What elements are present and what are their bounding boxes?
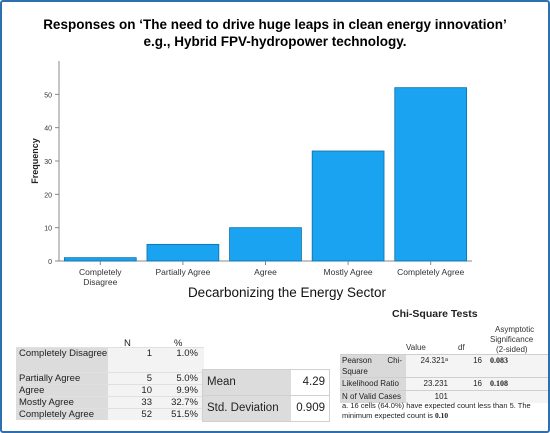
freq-row: Agree 10 9.9%: [16, 384, 204, 396]
chi-row-value: 24.321ᵃ: [420, 356, 448, 365]
y-tick-label: 20: [44, 192, 52, 199]
y-axis-label: Frequency: [30, 138, 40, 184]
bar: [63, 257, 137, 262]
mean-value: 4.29: [302, 376, 325, 388]
freq-row-label: Agree: [16, 385, 108, 396]
y-tick-label: 40: [44, 126, 52, 133]
chi-square-title: Chi-Square Tests: [392, 308, 478, 320]
chi-row-label: Likelihood Ratio: [340, 378, 406, 390]
freq-row: Partially Agree 5 5.0%: [16, 372, 204, 384]
title-line-1: Responses on ‘The need to drive huge lea…: [43, 17, 507, 32]
freq-row-percent: 5.0%: [176, 373, 198, 384]
footnote-line-2: minimum expected count is 0.10: [342, 411, 542, 421]
chi-row-df: 16: [473, 356, 482, 365]
footnote-text: minimum expected count is: [342, 411, 433, 420]
freq-header-n: N: [124, 338, 131, 349]
footnote-value: 0.10: [434, 411, 449, 420]
bar: [229, 227, 302, 262]
freq-row-label: Completely Agree: [16, 409, 108, 420]
freq-row-percent: 51.5%: [171, 409, 198, 420]
chi-col-sig-1: Asymptotic: [495, 325, 535, 334]
chi-row-label-part: Square: [342, 367, 368, 376]
chi-row-label-part: Chi-: [387, 356, 402, 365]
freq-row: Completely Agree 52 51.5%: [16, 408, 204, 420]
chi-col-value: Value: [406, 343, 426, 352]
freq-row-n: 10: [141, 385, 152, 396]
freq-row-percent: 9.9%: [176, 385, 198, 396]
freq-row-percent: 1.0%: [176, 348, 198, 359]
chi-row-likelihood: Likelihood Ratio 23.231 16 0.108: [340, 377, 548, 390]
freq-header-percent: %: [174, 338, 183, 349]
freq-row-percent: 32.7%: [171, 397, 198, 408]
chi-row-label: Pearson Chi- Square: [340, 355, 406, 377]
bar: [146, 243, 220, 262]
freq-row-label: Partially Agree: [16, 373, 108, 384]
y-tick-label: 10: [44, 226, 52, 233]
chi-row-value: 101: [434, 392, 448, 401]
y-tick-label: 50: [44, 92, 52, 99]
chi-col-sig-3: (2-sided): [496, 345, 528, 354]
chi-row-sig: 0.083: [490, 356, 508, 365]
chi-square-footnote: a. 16 cells (64.0%) have expected count …: [342, 401, 542, 421]
mean-cell: Mean 4.29: [202, 369, 330, 396]
x-tick-label: Disagree: [83, 277, 117, 287]
x-tick-label: Agree: [254, 267, 277, 277]
footnote-line-1: a. 16 cells (64.0%) have expected count …: [342, 401, 531, 410]
figure-title: Responses on ‘The need to drive huge lea…: [2, 16, 548, 50]
y-tick-label: 30: [44, 159, 52, 166]
chi-row-n-valid: N of Valid Cases 101: [340, 390, 548, 403]
chi-row-label-part: Pearson: [342, 356, 372, 365]
y-tick-label: 0: [48, 259, 52, 266]
bar: [311, 150, 385, 262]
freq-row: Completely Disagree 1 1.0%: [16, 347, 204, 372]
mean-label: Mean: [203, 370, 291, 395]
x-tick-label: Completely Agree: [397, 267, 464, 277]
x-axis-label: Decarbonizing the Energy Sector: [187, 285, 387, 300]
chi-row-sig: 0.108: [490, 379, 508, 388]
freq-row-label: Mostly Agree: [16, 397, 108, 408]
x-tick-label: Partially Agree: [155, 267, 210, 277]
freq-row-n: 5: [146, 373, 152, 384]
title-line-2: e.g., Hybrid FPV-hydropower technology.: [143, 34, 407, 49]
chi-col-sig-2: Significance: [490, 335, 534, 344]
freq-row-label: Completely Disagree: [16, 348, 108, 372]
chi-row-value: 23.231: [423, 379, 448, 388]
chi-row-df: 16: [473, 379, 482, 388]
freq-row-n: 1: [146, 348, 152, 359]
freq-row: Mostly Agree 33 32.7%: [16, 396, 204, 408]
chi-row-label: N of Valid Cases: [340, 391, 406, 403]
std-deviation-value: 0.909: [296, 402, 325, 414]
std-deviation-label: Std. Deviation: [203, 396, 291, 421]
freq-row-n: 33: [141, 397, 152, 408]
std-deviation-cell: Std. Deviation 0.909: [202, 395, 330, 422]
x-tick-label: Mostly Agree: [324, 267, 373, 277]
freq-row-n: 52: [141, 409, 152, 420]
bar: [394, 87, 468, 262]
chi-col-df: df: [458, 343, 465, 352]
x-tick-label: Completely: [79, 267, 122, 277]
chi-row-pearson: Pearson Chi- Square 24.321ᵃ 16 0.083: [340, 354, 548, 377]
